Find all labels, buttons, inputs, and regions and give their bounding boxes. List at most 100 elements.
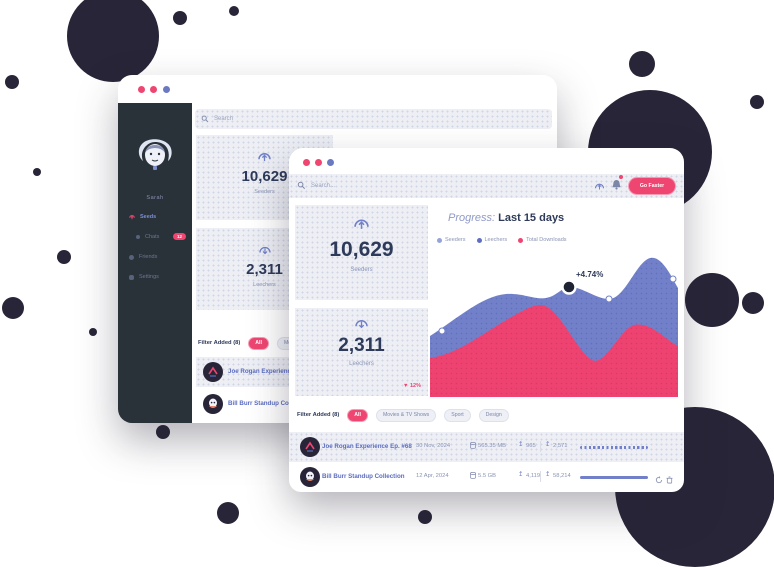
- stat-value: 10,629: [329, 238, 394, 261]
- sidebar-item-seeds[interactable]: Seeds: [118, 207, 192, 227]
- seeders-icon: ↥: [518, 441, 524, 448]
- chart-marker: [438, 327, 446, 335]
- front-titlebar: [289, 148, 684, 176]
- search-input[interactable]: Search: [195, 109, 552, 129]
- chats-badge: 12: [172, 233, 186, 240]
- stat-label: Leechers: [253, 282, 276, 288]
- decor-blob: [629, 51, 655, 77]
- decor-blob: [750, 95, 764, 109]
- sidebar-item-label: Seeds: [140, 214, 157, 220]
- cloud-upload-icon: [196, 149, 333, 167]
- sidebar-item-friends[interactable]: Friends: [118, 247, 192, 267]
- leechers-count: 2,571: [553, 443, 568, 449]
- torrent-avatar: [300, 467, 320, 487]
- sidebar-item-settings[interactable]: Settings: [118, 267, 192, 287]
- seed-upload-icon: [129, 214, 135, 220]
- filter-pill-sport[interactable]: Sport: [444, 408, 471, 422]
- torrent-size: 5.5 GB: [478, 473, 497, 479]
- stat-seeders: 10,629 Seeders: [295, 205, 428, 300]
- avatar[interactable]: [135, 139, 175, 179]
- legend-dot: [518, 237, 524, 243]
- decor-blob: [156, 425, 170, 439]
- friends-icon: [129, 254, 134, 260]
- stat-label: Seeders: [254, 189, 275, 195]
- progress-bar: [580, 476, 648, 479]
- filter-label: Filter Added (8): [297, 412, 340, 418]
- decor-blob: [2, 297, 24, 319]
- search-placeholder: Search...: [311, 183, 336, 189]
- window-dot-close[interactable]: [138, 86, 145, 93]
- cloud-upload-icon: [295, 217, 428, 235]
- decor-blob: [742, 292, 764, 314]
- legend-dot: [437, 237, 442, 243]
- chart-marker: [669, 275, 677, 283]
- notification-dot: [619, 175, 623, 179]
- torrent-date: 12 Apr, 2024: [416, 473, 449, 479]
- table-row[interactable]: Joe Rogan Experience Ep. #68 30 Nov, 202…: [289, 432, 684, 462]
- legend-item-downloads[interactable]: Total Downloads: [518, 237, 567, 243]
- search-placeholder: Search: [214, 116, 234, 122]
- torrent-name: Bill Burr Standup Collection: [228, 400, 311, 407]
- leechers-count: 58,214: [553, 473, 571, 479]
- cloud-download-icon: [295, 316, 428, 334]
- back-titlebar: [118, 75, 557, 103]
- stat-value: 2,311: [338, 335, 385, 356]
- decor-blob: [5, 75, 19, 89]
- cloud-download-icon: [196, 242, 333, 260]
- window-dot-maximize[interactable]: [327, 159, 334, 166]
- stat-label: Seeders: [350, 267, 373, 273]
- progress-bar: [580, 446, 648, 449]
- divider: [540, 471, 541, 482]
- filter-pill-movies[interactable]: Movies & TV Shows: [375, 408, 437, 422]
- table-row[interactable]: Bill Burr Standup Collection 12 Apr, 202…: [289, 462, 684, 492]
- torrent-name: Joe Rogan Experience Ep. #68: [322, 443, 412, 450]
- seeders-count: 965: [526, 443, 536, 449]
- chart-marker-highlight: [561, 279, 577, 295]
- decor-blob: [67, 0, 159, 82]
- decor-blob: [229, 6, 239, 16]
- sidebar-menu: Seeds Chats 12 Friends Settings: [118, 207, 192, 287]
- disk-icon: [470, 441, 476, 451]
- search-input[interactable]: Search...: [289, 174, 684, 198]
- torrent-avatar: [203, 362, 223, 382]
- chart-title-prefix: Progress:: [448, 212, 496, 224]
- sidebar: Sarah Seeds Chats 12 Friends Settings: [118, 103, 192, 423]
- decor-blob: [57, 250, 71, 264]
- decor-blob: [217, 502, 239, 524]
- user-name: Sarah: [146, 195, 164, 201]
- stat-label: Leechers: [349, 361, 374, 367]
- bell-icon[interactable]: [612, 175, 623, 195]
- legend-item-seeders[interactable]: Seeders: [437, 237, 466, 243]
- seeders-icon: ↥: [518, 471, 524, 478]
- go-faster-button[interactable]: Go Faster: [628, 177, 676, 195]
- gear-icon: [129, 274, 134, 280]
- window-dot-close[interactable]: [303, 159, 310, 166]
- legend-item-leechers[interactable]: Leechers: [476, 237, 507, 243]
- torrent-date: 30 Nov, 2024: [416, 443, 451, 449]
- divider: [540, 441, 541, 452]
- window-dot-minimize[interactable]: [315, 159, 322, 166]
- disk-icon: [470, 471, 476, 481]
- legend-label: Total Downloads: [526, 237, 567, 243]
- sidebar-item-chats[interactable]: Chats 12: [118, 227, 192, 247]
- stat-value: 2,311: [246, 261, 283, 278]
- window-dot-maximize[interactable]: [163, 86, 170, 93]
- refresh-icon[interactable]: [655, 471, 663, 489]
- front-window: Search... Go Faster 10,629 Seeders 2,311…: [289, 148, 684, 492]
- search-icon: [201, 110, 209, 128]
- sidebar-item-label: Chats: [145, 234, 160, 240]
- torrent-name: Bill Burr Standup Collection: [322, 473, 405, 480]
- filter-pill-all[interactable]: All: [248, 336, 269, 350]
- decor-blob: [173, 11, 187, 25]
- chart-legend: Seeders Leechers Total Downloads: [437, 237, 578, 243]
- trend-down-badge: ▼ 12%: [403, 383, 421, 389]
- filter-row: Filter Added (8) All Movies & TV Shows S…: [297, 400, 684, 430]
- window-dot-minimize[interactable]: [150, 86, 157, 93]
- filter-pill-all[interactable]: All: [347, 408, 368, 422]
- trash-icon[interactable]: [666, 471, 673, 489]
- stat-leechers: 2,311 Leechers ▼ 12%: [295, 308, 428, 396]
- filter-pill-design[interactable]: Design: [478, 408, 509, 422]
- chart-title-main: Last 15 days: [498, 212, 565, 224]
- torrent-avatar: [203, 394, 223, 414]
- upload-icon[interactable]: [594, 177, 605, 195]
